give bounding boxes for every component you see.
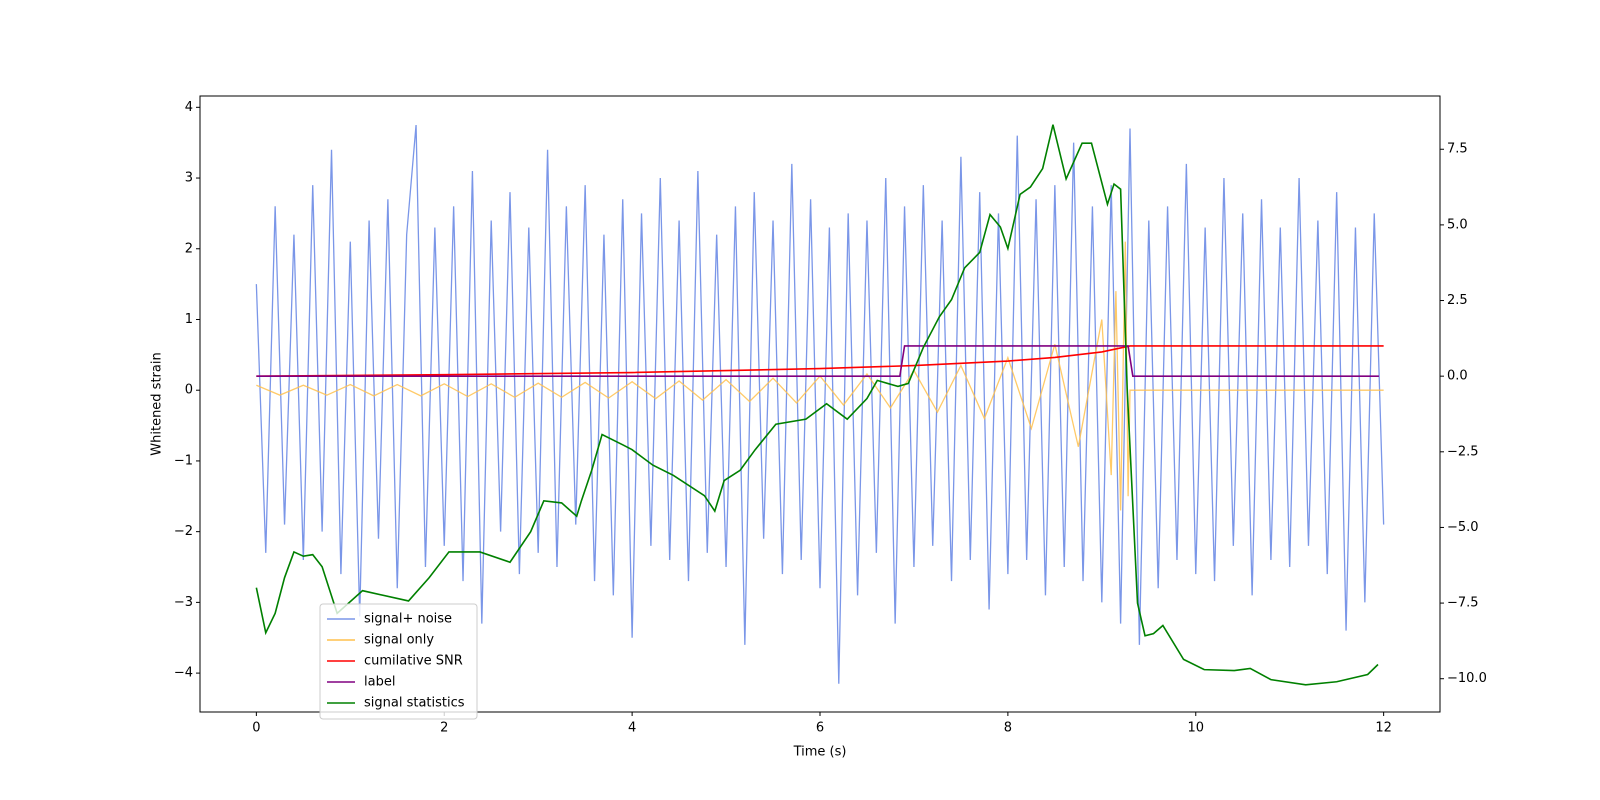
x-tick-label: 0 [252,721,260,736]
legend-label: label [364,675,395,690]
y-tick-label: 2 [185,241,193,256]
x-tick-label: 2 [440,721,448,736]
y2-tick-label: −5.0 [1447,520,1479,535]
series-line [256,345,1379,377]
y-tick-label: −1 [174,453,193,468]
y-tick-label: 0 [185,383,193,398]
legend-label: cumilative SNR [364,654,463,669]
y2-tick-label: −7.5 [1447,596,1479,611]
x-axis-label: Time (s) [793,745,847,760]
x-tick-label: 6 [816,721,824,736]
legend-label: signal only [364,633,434,648]
y2-tick-label: −10.0 [1447,671,1487,686]
legend-label: signal+ noise [364,612,452,627]
series-line [256,345,1384,377]
y-tick-label: −2 [174,524,193,539]
x-tick-label: 8 [1004,721,1012,736]
y-tick-label: 1 [185,312,193,327]
y-tick-label: −3 [174,595,193,610]
y-axis-label: Whitened strain [150,352,165,455]
y-tick-label: 4 [185,100,193,115]
legend: signal+ noise signal only cumilative SNR la… [319,603,478,720]
y-tick-label: 3 [185,171,193,186]
legend-label: signal statistics [364,696,465,711]
y2-tick-label: 5.0 [1447,217,1468,232]
y2-tick-label: 2.5 [1447,293,1468,308]
y2-tick-label: 7.5 [1447,142,1468,157]
y-tick-label: −4 [174,666,193,681]
x-tick-label: 12 [1375,721,1392,736]
y2-tick-label: 0.0 [1447,369,1468,384]
series-line [256,241,1384,511]
x-tick-label: 4 [628,721,636,736]
y2-tick-label: −2.5 [1447,444,1479,459]
legend-box [319,603,478,720]
series-line [255,124,1379,686]
x-tick-label: 10 [1187,721,1204,736]
series-line [255,124,1385,684]
